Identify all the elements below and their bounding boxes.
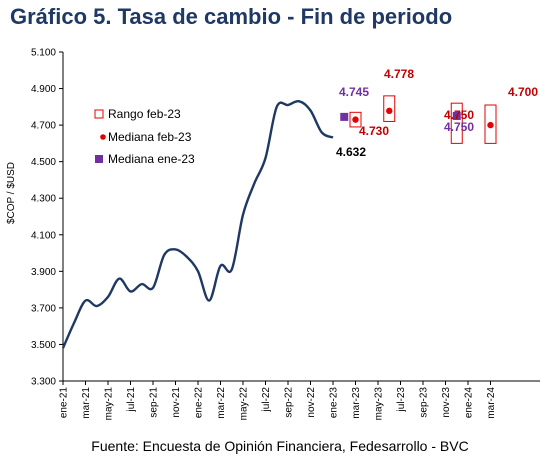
median-feb-point (487, 121, 494, 129)
source-note: Fuente: Encuesta de Opinión Financiera, … (91, 438, 469, 454)
x-tick-label: ene-24 (464, 387, 475, 419)
x-tick-label: mar-22 (216, 387, 227, 419)
x-tick-label: sep-23 (419, 387, 430, 418)
x-tick-label: may-22 (239, 387, 250, 421)
x-tick-label: may-23 (374, 387, 385, 421)
range-box (484, 104, 497, 144)
legend-median-jan-swatch (95, 155, 103, 163)
x-tick-label: mar-24 (486, 387, 497, 419)
range-box (450, 102, 463, 144)
label-median-feb-mar23: 4.730 (359, 124, 389, 138)
x-tick-label: may-21 (104, 387, 115, 421)
median-feb-point (352, 116, 359, 123)
x-tick-label: ene-21 (59, 387, 70, 419)
x-tick-label: jul-23 (396, 387, 407, 413)
label-median-feb-jun23: 4.778 (384, 67, 414, 81)
y-tick-labels: 3.300 3.500 3.700 3.900 4.100 4.300 4.500 4.700… (31, 48, 56, 388)
range-box (349, 111, 362, 128)
y-tick-label: 4.500 (31, 157, 56, 168)
y-tick-label: 4.300 (31, 194, 56, 205)
legend: Rango feb-23 Mediana feb-23 Mediana ene-… (94, 107, 195, 166)
x-tick-label: nov-23 (441, 387, 452, 418)
y-tick-label: 4.900 (31, 84, 56, 95)
y-tick-label: 3.300 (31, 377, 56, 388)
y-tick-label: 3.900 (31, 267, 56, 278)
y-tick-label: 3.500 (31, 340, 56, 351)
median-jan-point (340, 112, 349, 121)
x-tick-label: jul-22 (261, 387, 272, 413)
median-jan-point (452, 111, 461, 120)
y-tick-label: 4.100 (31, 230, 56, 241)
x-tick-labels: ene-21 mar-21 may-21 jul-21 sep-21 nov-21 ene-… (59, 387, 498, 421)
x-tick-label: nov-22 (306, 387, 317, 418)
legend-median-jan-label: Mediana ene-23 (108, 152, 195, 166)
label-median-jan-feb23: 4.745 (339, 85, 369, 99)
legend-median-feb-swatch (100, 134, 106, 140)
x-tick-label: ene-23 (329, 387, 340, 419)
y-tick-label: 4.700 (31, 121, 56, 132)
y-tick-label: 3.700 (31, 303, 56, 314)
range-box (383, 95, 396, 122)
exchange-rate-line (61, 100, 334, 349)
label-median-feb-dic23: 4.750 (444, 108, 474, 122)
x-tick-label: sep-21 (149, 387, 160, 418)
x-tick-label: nov-21 (171, 387, 182, 418)
y-tick-label: 5.100 (31, 48, 56, 59)
x-tick-label: ene-22 (194, 387, 205, 419)
label-median-jan-dic23: 4.750 (444, 120, 474, 134)
legend-range-label: Rango feb-23 (108, 107, 181, 121)
y-axis-label: $COP / $USD (6, 162, 17, 224)
x-tick-label: mar-23 (351, 387, 362, 419)
x-tick-label: sep-22 (284, 387, 295, 418)
median-feb-point (386, 107, 393, 115)
legend-median-feb-label: Mediana feb-23 (108, 130, 192, 144)
label-median-feb-mar24: 4.700 (508, 85, 538, 99)
forecast-marks (340, 95, 497, 144)
label-last-value: 4.632 (336, 145, 366, 159)
chart-title: Gráfico 5. Tasa de cambio - Fin de perio… (10, 4, 453, 29)
legend-range-swatch (94, 109, 104, 119)
x-tick-label: jul-21 (126, 387, 137, 413)
x-tick-label: mar-21 (81, 387, 92, 419)
chart-axes (59, 51, 540, 385)
exchange-rate-chart: 3.300 3.500 3.700 3.900 4.100 4.300 4.500 4.700… (6, 48, 540, 421)
